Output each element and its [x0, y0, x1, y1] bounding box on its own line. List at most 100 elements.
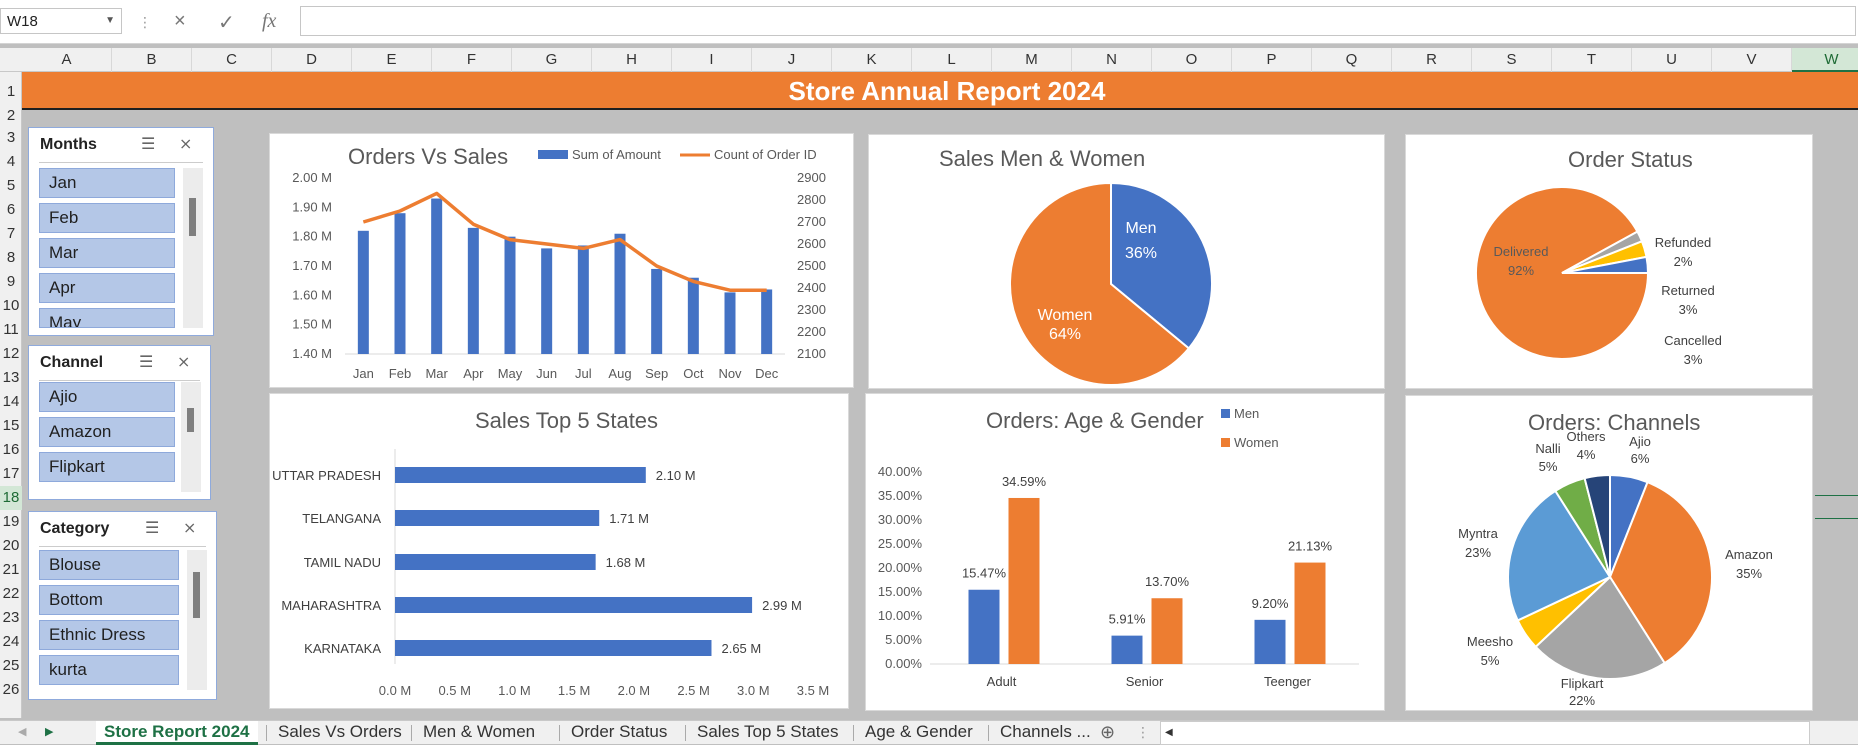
row-header-22[interactable]: 22 — [2, 585, 20, 602]
clear-filter-icon[interactable]: ⨯ — [183, 520, 197, 537]
row-header-1[interactable]: 1 — [6, 83, 16, 100]
slicer-item-blouse[interactable]: Blouse — [39, 550, 179, 580]
slicer-item-flipkart[interactable]: Flipkart — [39, 452, 175, 482]
row-header-10[interactable]: 10 — [2, 297, 20, 314]
sheet-tab-5[interactable]: Sales Top 5 States — [697, 722, 839, 741]
slicer-item-ajio[interactable]: Ajio — [39, 382, 175, 412]
more-options-icon[interactable]: ⋮ — [1136, 724, 1150, 740]
column-header-e[interactable]: E — [352, 48, 432, 72]
column-header-i[interactable]: I — [672, 48, 752, 72]
sheet-tab-4[interactable]: Order Status — [571, 722, 668, 741]
sheet-tab-7[interactable]: Channels ... — [1000, 722, 1091, 741]
column-header-k[interactable]: K — [832, 48, 912, 72]
check-icon[interactable]: ✓ — [218, 12, 235, 34]
row-header-25[interactable]: 25 — [2, 657, 20, 674]
row-header-17[interactable]: 17 — [2, 465, 20, 482]
slicer-item-ethnic-dress[interactable]: Ethnic Dress — [39, 620, 179, 650]
column-header-t[interactable]: T — [1552, 48, 1632, 72]
y-left-tick-label: 1.90 M — [292, 199, 332, 214]
column-header-v[interactable]: V — [1712, 48, 1792, 72]
slicer-item-amazon[interactable]: Amazon — [39, 417, 175, 447]
column-header-q[interactable]: Q — [1312, 48, 1392, 72]
sheet-tab-1[interactable]: Store Report 2024 — [96, 721, 258, 745]
multi-select-icon[interactable]: ☰ — [139, 354, 154, 371]
column-header-u[interactable]: U — [1632, 48, 1712, 72]
row-header-4[interactable]: 4 — [6, 153, 16, 170]
scroll-thumb[interactable] — [187, 408, 194, 432]
slicer-item-kurta[interactable]: kurta — [39, 655, 179, 685]
column-header-b[interactable]: B — [112, 48, 192, 72]
column-header-j[interactable]: J — [752, 48, 832, 72]
column-header-s[interactable]: S — [1472, 48, 1552, 72]
scroll-thumb[interactable] — [193, 572, 200, 618]
chart-sales-gender[interactable]: Sales Men & Women Men 36% Women 64% — [868, 134, 1385, 389]
column-header-g[interactable]: G — [512, 48, 592, 72]
row-header-21[interactable]: 21 — [2, 561, 20, 578]
column-header-r[interactable]: R — [1392, 48, 1472, 72]
column-header-m[interactable]: M — [992, 48, 1072, 72]
multi-select-icon[interactable]: ☰ — [145, 520, 160, 537]
sheet-tab-2[interactable]: Sales Vs Orders — [278, 722, 402, 741]
formula-input[interactable] — [300, 6, 1856, 36]
scroll-tabs-left-icon[interactable]: ◀ — [18, 726, 27, 738]
column-header-a[interactable]: A — [22, 48, 112, 72]
chart-top-states[interactable]: Sales Top 5 States UTTAR PRADESH 2.10 M TE… — [269, 393, 849, 709]
clear-filter-icon[interactable]: ⨯ — [177, 354, 191, 371]
row-header-23[interactable]: 23 — [2, 609, 20, 626]
row-header-15[interactable]: 15 — [2, 417, 20, 434]
column-header-n[interactable]: N — [1072, 48, 1152, 72]
add-sheet-icon[interactable]: ⊕ — [1100, 722, 1116, 742]
row-header-26[interactable]: 26 — [2, 681, 20, 698]
row-header-2[interactable]: 2 — [6, 107, 16, 124]
row-header-6[interactable]: 6 — [6, 201, 16, 218]
slicer-item-mar[interactable]: Mar — [39, 238, 175, 268]
row-header-11[interactable]: 11 — [3, 321, 19, 338]
row-header-13[interactable]: 13 — [2, 369, 20, 386]
column-header-d[interactable]: D — [272, 48, 352, 72]
column-header-p[interactable]: P — [1232, 48, 1312, 72]
row-header-7[interactable]: 7 — [6, 225, 16, 242]
row-header-20[interactable]: 20 — [2, 537, 20, 554]
sheet-tab-6[interactable]: Age & Gender — [865, 722, 973, 741]
slicer-item-may[interactable]: May — [39, 308, 175, 328]
scroll-tabs-right-icon[interactable]: ▶ — [45, 726, 54, 738]
clear-filter-icon[interactable]: ⨯ — [179, 136, 193, 153]
row-header-19[interactable]: 19 — [2, 513, 20, 530]
slicer-scrollbar[interactable] — [181, 382, 201, 492]
chart-channels[interactable]: Orders: Channels Ajio 6% Amazon 35% Flipkart… — [1405, 395, 1813, 711]
slicer-item-bottom[interactable]: Bottom — [39, 585, 179, 615]
slicer-item-apr[interactable]: Apr — [39, 273, 175, 303]
row-header-18[interactable]: 18 — [0, 486, 22, 510]
row-header-12[interactable]: 12 — [2, 345, 20, 362]
column-header-h[interactable]: H — [592, 48, 672, 72]
chart-order-status[interactable]: Order Status Delivered 92% Refunded 2% Retur… — [1405, 134, 1813, 389]
column-header-w[interactable]: W — [1792, 48, 1858, 72]
horizontal-scrollbar[interactable]: ◀ — [1160, 721, 1810, 745]
selected-cell[interactable] — [1815, 495, 1858, 519]
chart-age-gender[interactable]: Orders: Age & Gender Men Women 0.00% 5.00… — [865, 393, 1385, 711]
scroll-thumb[interactable] — [189, 198, 196, 236]
row-header-24[interactable]: 24 — [2, 633, 20, 650]
chevron-down-icon[interactable]: ▼ — [105, 15, 115, 26]
slicer-scrollbar[interactable] — [187, 550, 207, 690]
sheet-tab-3[interactable]: Men & Women — [423, 722, 536, 741]
row-header-16[interactable]: 16 — [2, 441, 20, 458]
fx-icon[interactable]: fx — [262, 10, 277, 32]
multi-select-icon[interactable]: ☰ — [141, 136, 156, 153]
row-header-3[interactable]: 3 — [6, 129, 16, 146]
row-header-9[interactable]: 9 — [6, 273, 16, 290]
row-header-14[interactable]: 14 — [2, 393, 20, 410]
column-header-f[interactable]: F — [432, 48, 512, 72]
slicer-item-feb[interactable]: Feb — [39, 203, 175, 233]
column-header-c[interactable]: C — [192, 48, 272, 72]
name-box[interactable]: W18 ▼ — [0, 8, 122, 34]
chart-orders-vs-sales[interactable]: Orders Vs Sales Sum of Amount Count of O… — [269, 133, 854, 388]
more-options-icon[interactable]: ⋮ — [138, 14, 152, 30]
slicer-item-jan[interactable]: Jan — [39, 168, 175, 198]
slicer-scrollbar[interactable] — [183, 168, 203, 328]
column-header-o[interactable]: O — [1152, 48, 1232, 72]
row-header-8[interactable]: 8 — [6, 249, 16, 266]
column-header-l[interactable]: L — [912, 48, 992, 72]
cancel-icon[interactable]: × — [174, 10, 186, 32]
row-header-5[interactable]: 5 — [6, 177, 16, 194]
